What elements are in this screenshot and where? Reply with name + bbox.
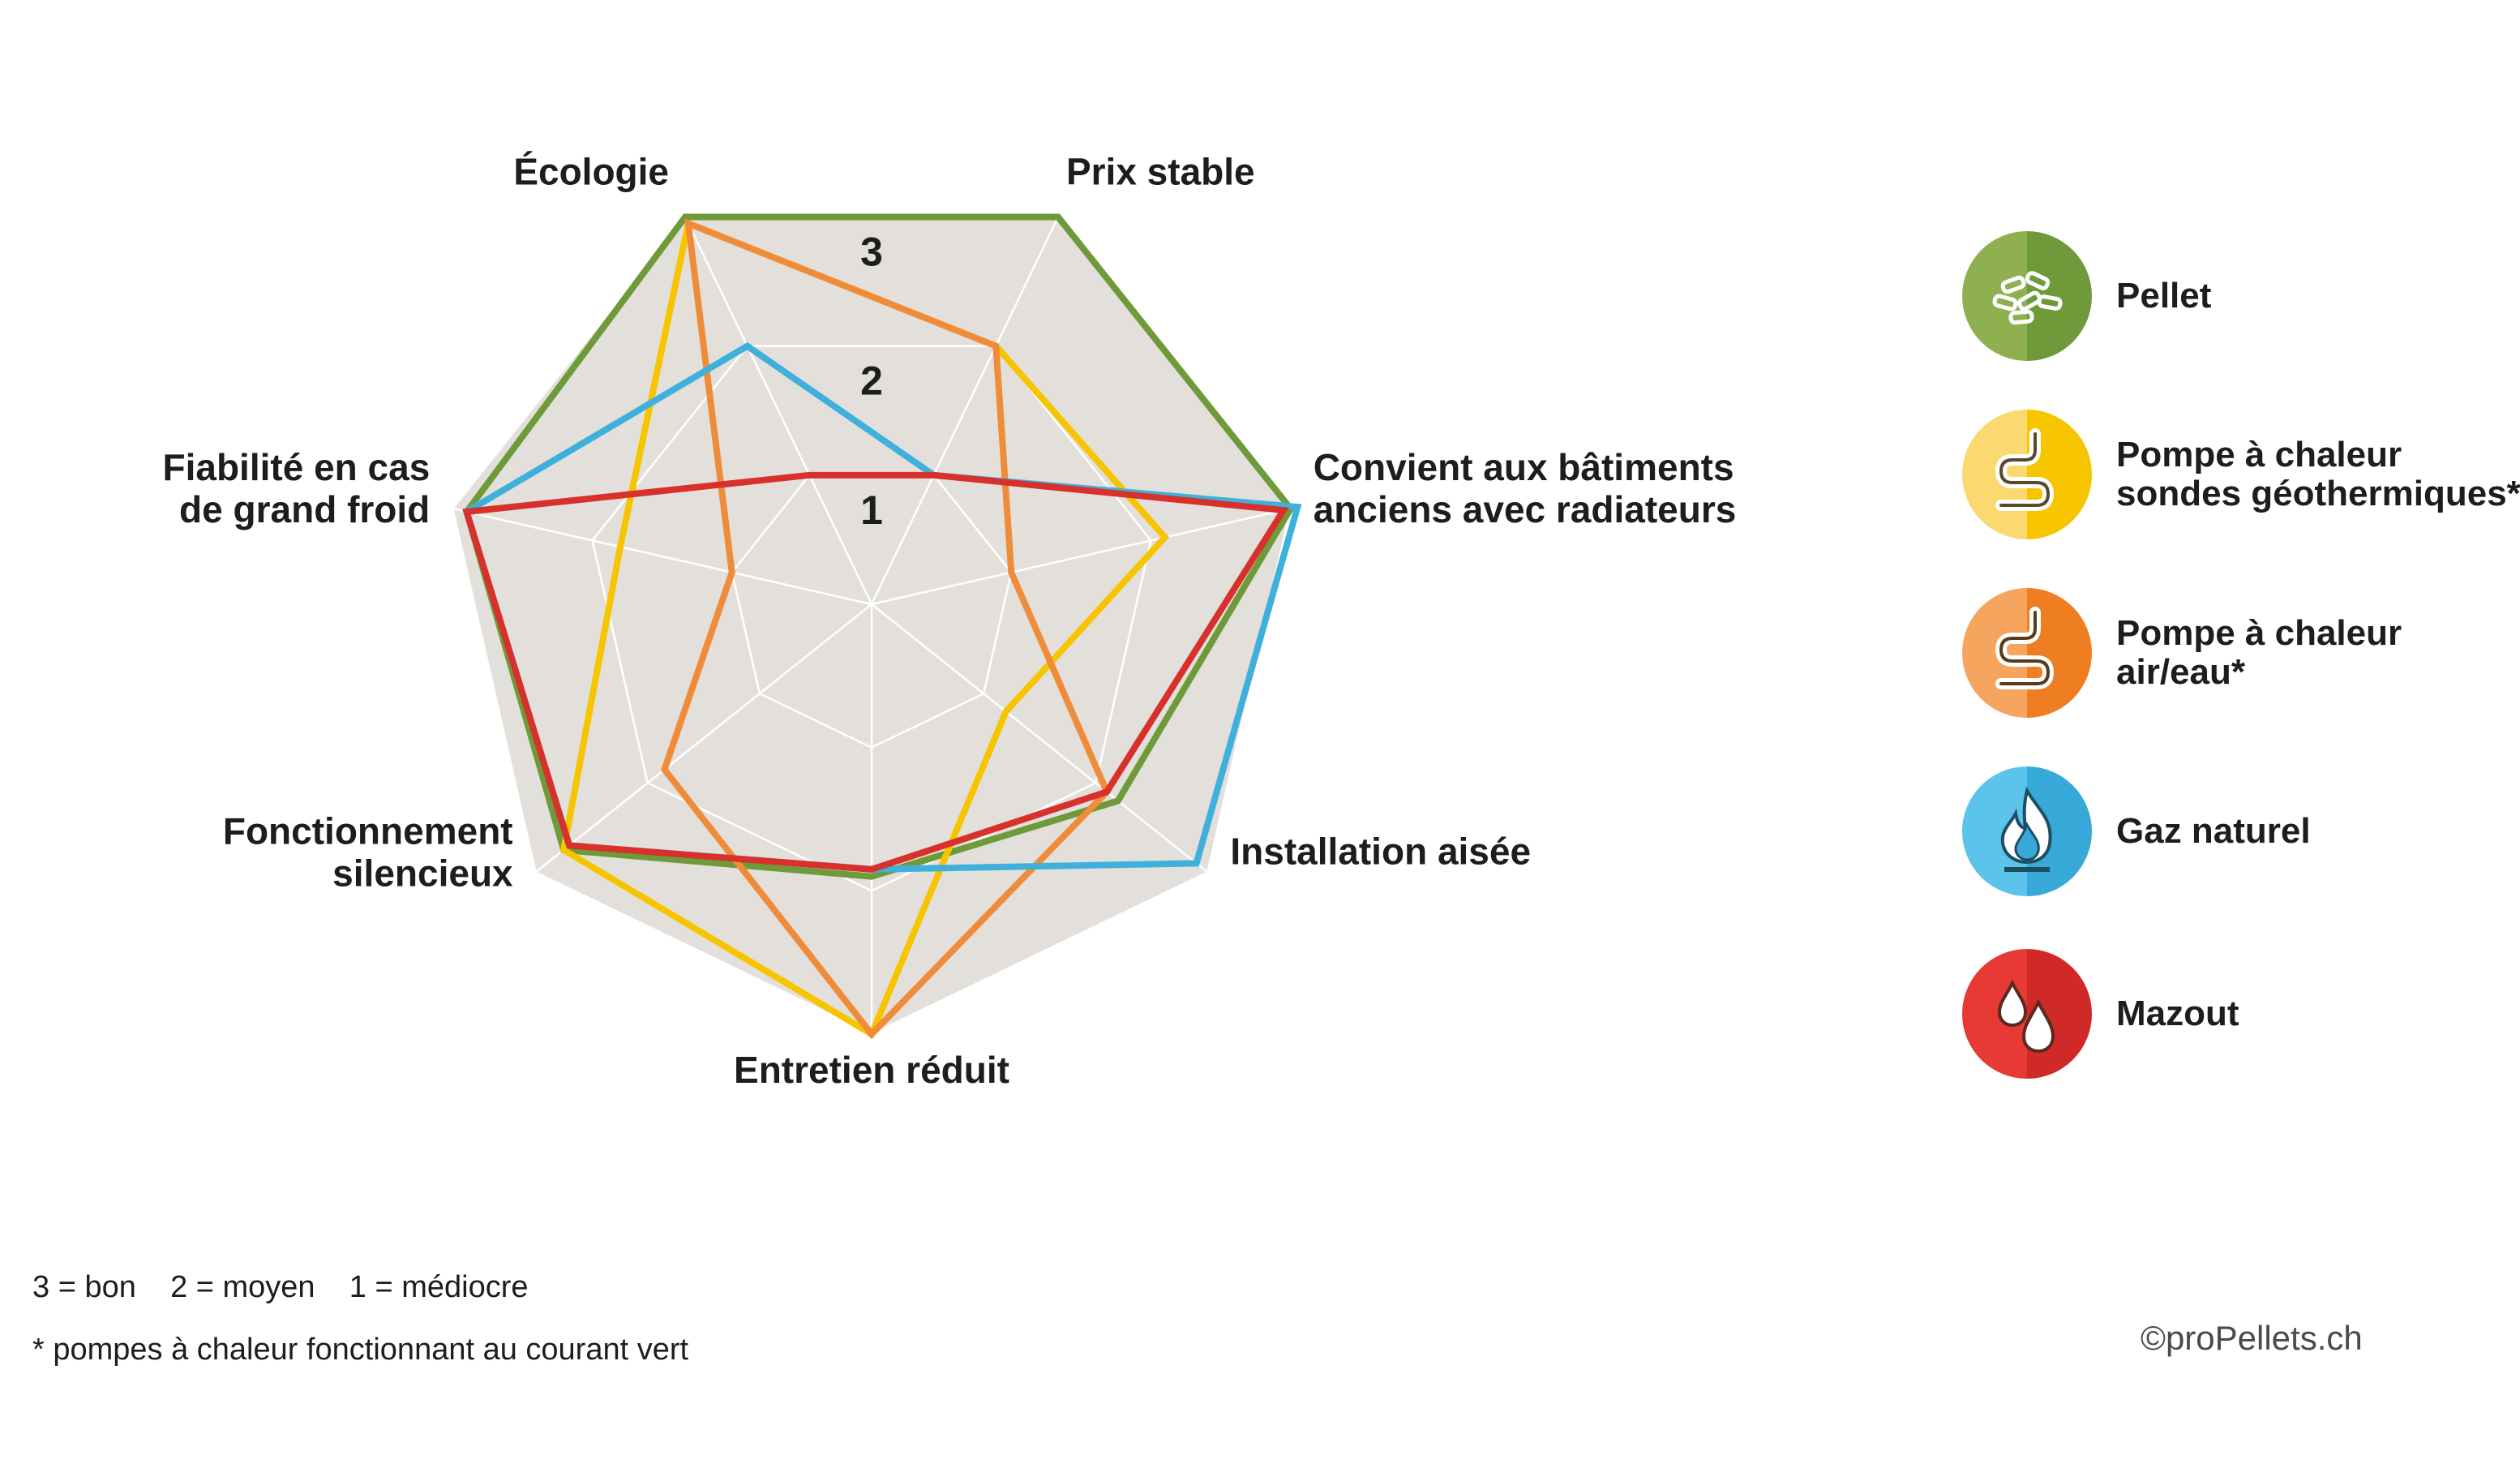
axis-label: Entretien réduit	[734, 1049, 1009, 1091]
axis-labels: Écologie Prix stable Convient aux bâtiment…	[162, 150, 1736, 1091]
series-line	[462, 471, 1289, 873]
ring-label: 2	[860, 358, 883, 404]
scale-footnote: 3 = bon 2 = moyen 1 = médiocre	[32, 1270, 529, 1304]
legend-label: Pellet	[2116, 276, 2212, 316]
axis-label: Fonctionnement silencieux	[223, 809, 513, 894]
legend-item-pellet[interactable]: Pellet	[1962, 231, 2211, 361]
ring-labels: 1 2 3	[860, 229, 883, 532]
grid-spoke	[870, 216, 1060, 605]
legend-label: Pompe à chaleur sondes géothermiques*	[2116, 435, 2520, 513]
series-line	[559, 218, 1170, 1039]
grid-spoke	[452, 507, 872, 606]
heat-pump-coil-icon	[1962, 588, 2092, 718]
legend-item-fuel-oil[interactable]: Mazout	[1962, 949, 2239, 1079]
legend-label: Gaz naturel	[2116, 811, 2311, 851]
grid-ring	[731, 474, 1013, 749]
ring-label: 1	[860, 487, 883, 533]
legend-label: Mazout	[2116, 994, 2239, 1033]
copyright: ©proPellets.ch	[2141, 1319, 2363, 1357]
flame-icon	[1962, 766, 2092, 896]
radar-grid	[451, 216, 1292, 1036]
legend-item-ground-heat-pump[interactable]: Pompe à chaleur sondes géothermiques*	[1962, 410, 2520, 539]
grid-spoke	[871, 603, 1209, 874]
legend-label: Pompe à chaleur air/eau*	[2116, 613, 2402, 692]
legend-item-natural-gas[interactable]: Gaz naturel	[1962, 766, 2311, 896]
axis-label: Fiabilité en cas de grand froid	[162, 446, 430, 530]
grid-spoke	[684, 216, 873, 605]
pellets-icon	[1962, 231, 2092, 361]
radar-chart: 1 2 3 Écologie Prix stable Convient aux bâti…	[162, 150, 1736, 1091]
oil-drops-icon	[1962, 949, 2092, 1079]
series-line	[660, 218, 1111, 1040]
legend-item-air-heat-pump[interactable]: Pompe à chaleur air/eau*	[1962, 588, 2402, 718]
axis-label: Installation aisée	[1230, 830, 1531, 872]
grid-spoke	[871, 507, 1291, 606]
ring-label: 3	[860, 229, 883, 274]
heat-pump-footnote: * pompes à chaleur fonctionnant au coura…	[32, 1333, 689, 1367]
axis-label: Convient aux bâtiments anciens avec radia…	[1314, 446, 1737, 530]
axis-label: Prix stable	[1066, 150, 1255, 192]
radar-series	[462, 213, 1302, 1040]
grid-spoke	[534, 603, 872, 874]
heat-pump-coil-icon	[1962, 410, 2092, 539]
axis-label: Écologie	[513, 150, 669, 192]
